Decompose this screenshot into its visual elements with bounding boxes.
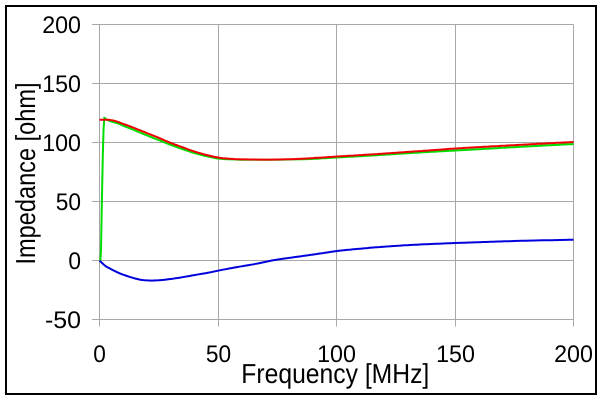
svg-text:200: 200 xyxy=(42,12,81,39)
svg-text:100: 100 xyxy=(317,341,356,368)
svg-text:0: 0 xyxy=(68,248,81,275)
svg-text:Impedance [ohm]: Impedance [ohm] xyxy=(10,83,41,265)
svg-text:Frequency [MHz]: Frequency [MHz] xyxy=(241,358,429,389)
svg-text:100: 100 xyxy=(42,130,81,157)
svg-text:150: 150 xyxy=(42,71,81,98)
svg-text:0: 0 xyxy=(93,341,106,368)
svg-text:200: 200 xyxy=(554,341,593,368)
svg-text:-50: -50 xyxy=(45,307,81,334)
svg-text:50: 50 xyxy=(56,189,81,216)
svg-text:50: 50 xyxy=(206,341,231,368)
svg-text:150: 150 xyxy=(436,341,475,368)
